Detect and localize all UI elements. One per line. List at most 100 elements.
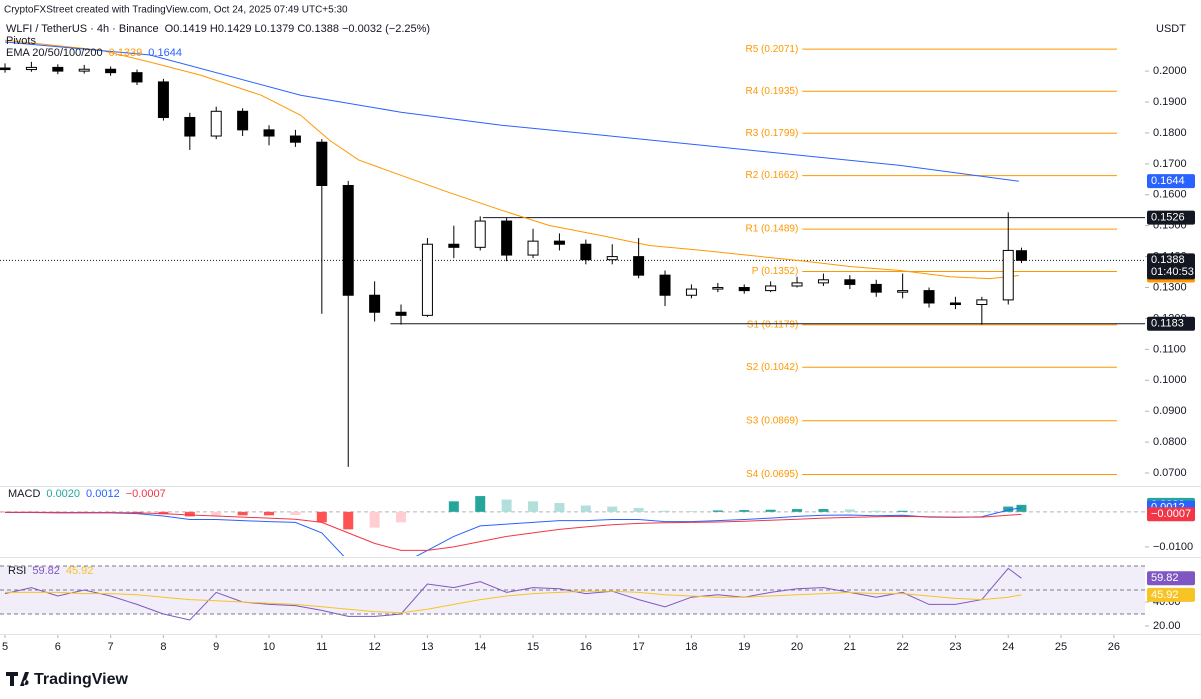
candle-body [448,243,460,248]
macd-histogram-bar [448,501,459,512]
macd-histogram-bar [765,509,776,512]
macd-histogram-bar [132,511,143,513]
legend-value: −0.0007 [126,488,166,500]
macd-histogram-bar [343,511,354,530]
macd-legend: MACD 0.0020 0.0012 −0.0007 [8,488,166,500]
candle-body [870,283,882,293]
candle-body [685,288,697,296]
candle-body [263,129,275,137]
candle-body [395,311,407,316]
brand-logo: TradingView [6,671,129,688]
x-tick-label: 21 [844,641,856,653]
candle-body [342,184,354,296]
macd-panel [0,496,1145,556]
candle-body [923,290,935,304]
x-tick-label: 25 [1055,641,1067,653]
price-panel: R5 (0.2071) R4 (0.1935) R3 (0.1799) R2 (0.1… [0,39,1145,480]
legend-value: 0.0012 [86,488,120,500]
candle-body [105,68,117,74]
x-tick-label: 8 [160,641,166,653]
y-tick-label: 0.2000 [1153,65,1187,77]
x-tick-label: 5 [2,641,8,653]
macd-histogram-bar [580,505,591,512]
rsi-line [4,567,1022,621]
macd-histogram-bar [237,511,248,516]
x-tick-label: 20 [791,641,803,653]
x-tick-label: 12 [369,641,381,653]
y-tick-label: 0.1000 [1153,374,1187,386]
y-tick-label: 0.1700 [1153,158,1187,170]
x-tick-label: 22 [897,641,909,653]
candle-body [316,141,328,186]
pivot-label: S3 (0.0869) [746,415,798,426]
macd-title: MACD [8,488,40,500]
macd-histogram-bar [211,511,222,516]
brand: TradingView [34,671,129,688]
y-tick-label: 0.0900 [1153,405,1187,417]
candle-body [421,243,433,316]
candle-body [0,67,11,71]
price-badge-label: 0.1644 [1151,175,1185,187]
macd-histogram-bar [897,510,908,512]
pivot-label: S1 (0.1179) [747,320,799,331]
x-tick-label: 24 [1002,641,1014,653]
ema-line [4,41,1019,182]
candle-body [738,287,750,292]
price-badge-label: 0.1388 [1151,254,1185,266]
candle-body [791,282,803,287]
candle-body [976,299,988,306]
pivot-label: R2 (0.1662) [746,170,799,181]
macd-histogram-bar [712,510,723,512]
legend-value: 59.82 [32,565,60,577]
macd-histogram-bar [290,511,301,515]
ema-line [4,39,1019,280]
legend-value: 0.0020 [46,488,80,500]
candle-body [474,220,486,248]
macd-histogram-bar [316,511,327,523]
price-badge-label: 45.92 [1151,589,1179,601]
macd-histogram-bar [396,511,407,523]
currency: USDT [1156,23,1186,35]
pivot-label: S2 (0.1042) [746,362,798,373]
candle-body [501,220,513,256]
candle-body [157,81,169,118]
macd-histogram-bar [607,506,618,512]
pivot-label: R5 (0.2071) [746,44,799,55]
candle-body [633,256,645,276]
watermark: CryptoFXStreet created with TradingView.… [4,5,348,16]
candle-body [606,256,618,261]
x-tick-label: 13 [421,641,433,653]
y-tick-label: 0.1100 [1153,343,1186,355]
macd-histogram-bar [475,496,486,512]
candle-body [184,116,196,137]
y-tick-label: 0.1300 [1153,281,1187,293]
price-badge [1147,210,1195,225]
macd-histogram-bar [844,509,855,512]
macd-histogram-bar [739,510,750,512]
rsi-panel [0,565,1145,621]
macd-histogram-bar [554,503,565,512]
macd-histogram-bar [660,510,671,512]
x-tick-label: 18 [685,641,697,653]
price-badge-label: 0.1526 [1151,212,1185,224]
x-tick-label: 19 [738,641,750,653]
candle-body [1002,249,1014,301]
y-tick-label: 0.0800 [1153,436,1187,448]
pivot-label: R4 (0.1935) [746,86,799,97]
price-badge-label: 59.82 [1151,572,1179,584]
price-badge [1147,507,1195,522]
rsi-legend: RSI 59.82 45.92 [8,565,93,577]
candle-body [25,66,37,71]
y-tick-label: 0.1900 [1153,96,1187,108]
macd-histogram-bar [686,511,697,512]
symbol-title: WLFI / TetherUS · 4h · Binance [6,23,159,35]
macd-histogram-bar [264,511,275,516]
x-tick-label: 26 [1108,641,1120,653]
candle-body [78,68,90,72]
candle-body [817,279,829,284]
macd-histogram-bar [528,501,539,512]
candle-body [237,110,249,131]
price-badge [1147,587,1195,602]
